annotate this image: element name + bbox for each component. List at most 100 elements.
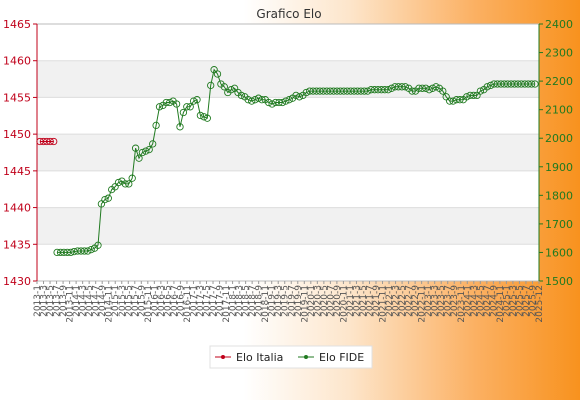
data-point-elo-fide [265, 98, 273, 107]
data-point-elo-fide [125, 180, 133, 188]
right-axis-tick-label: 1900 [545, 161, 573, 174]
right-axis-tick-label: 2000 [545, 132, 573, 145]
x-axis-tick-label: 2018-1 [229, 285, 239, 317]
x-axis-tick-label: 2013-11 [66, 285, 76, 323]
data-point-elo-fide [200, 113, 208, 121]
data-point-elo-fide [391, 83, 399, 91]
data-point-elo-fide [80, 247, 89, 255]
data-point-elo-fide [183, 103, 191, 111]
x-axis-tick-label: 2013-5 [46, 285, 56, 317]
x-axis-tick-label: 2022-3 [392, 285, 402, 317]
data-point-elo-fide [517, 80, 525, 88]
x-axis-tick-label: 2016-9 [176, 285, 186, 317]
data-point-elo-fide [360, 87, 368, 95]
data-point-elo-fide [285, 96, 293, 104]
x-axis-tick-label: 2015-7 [131, 285, 141, 317]
data-point-elo-fide [138, 148, 147, 157]
x-axis-tick-label: 2023-9 [450, 285, 460, 317]
data-point-elo-fide [364, 87, 372, 95]
x-axis-tick-label: 2020-7 [326, 285, 336, 317]
chart-title: Grafico Elo [256, 7, 321, 21]
x-axis-tick-label: 2022-5 [398, 285, 408, 317]
x-axis-tick-label: 2018-3 [235, 285, 245, 317]
left-axis-tick-label: 1465 [3, 18, 31, 31]
x-axis-tick-label: 2024-11 [496, 285, 506, 323]
data-point-elo-fide [63, 248, 71, 257]
data-point-elo-fide [319, 87, 327, 95]
x-axis-tick-label: 2019-11 [300, 285, 310, 323]
data-point-elo-fide [531, 80, 539, 88]
right-axis-tick-label: 1700 [545, 218, 573, 231]
x-axis-tick-label: 2024-5 [476, 285, 486, 317]
data-point-elo-fide [254, 94, 263, 102]
data-point-elo-fide [398, 83, 406, 91]
legend: Elo Italia Elo FIDE [209, 345, 373, 369]
x-axis-tick-label: 2019-7 [287, 285, 297, 317]
right-axis-tick-label: 1500 [545, 275, 573, 288]
left-axis: 1430 1435 1440 1445 1450 1455 1460 1465 [3, 18, 38, 288]
x-axis-tick-label: 2020-3 [313, 285, 323, 317]
data-point-elo-fide [196, 111, 205, 120]
data-point-elo-fide [258, 96, 266, 104]
data-point-elo-fide [466, 91, 474, 100]
x-axis-tick-label: 2015-3 [118, 285, 128, 317]
data-point-elo-fide [490, 80, 498, 88]
x-axis-tick-label: 2021-11 [379, 285, 389, 323]
left-axis-tick-label: 1460 [3, 55, 31, 68]
data-point-elo-fide [456, 96, 464, 104]
data-point-elo-fide [172, 100, 181, 108]
data-point-elo-fide [220, 83, 228, 91]
data-point-elo-fide [213, 70, 222, 78]
x-axis-tick-label: 2014-9 [98, 285, 108, 317]
data-point-elo-fide [166, 98, 174, 107]
x-axis-tick-label: 2013-9 [59, 285, 69, 317]
data-point-elo-fide [415, 84, 423, 92]
grid-bands [37, 60, 539, 245]
x-axis-tick-label: 2024-9 [489, 285, 499, 317]
x-axis-tick-label: 2022-9 [411, 285, 421, 317]
data-point-elo-fide [84, 247, 92, 255]
data-point-elo-fide [483, 83, 491, 91]
x-axis-tick-label: 2021-7 [365, 285, 375, 317]
data-point-elo-fide [367, 86, 375, 94]
data-point-elo-italia [43, 137, 51, 146]
data-point-elo-fide [189, 97, 198, 105]
data-point-elo-fide [514, 80, 522, 88]
data-point-elo-fide [104, 194, 112, 202]
x-axis-tick-label: 2018-9 [255, 285, 265, 317]
x-axis-tick-label: 2014-7 [92, 285, 102, 317]
data-point-elo-fide [145, 145, 153, 154]
data-point-elo-fide [244, 96, 252, 104]
x-axis-tick-label: 2024-3 [470, 285, 480, 317]
x-axis-tick-label: 2016-11 [183, 285, 193, 323]
x-axis-tick-label: 2018-5 [242, 285, 252, 317]
x-axis-tick-label: 2013-1 [33, 285, 43, 317]
data-point-elo-fide [203, 114, 211, 122]
x-axis-tick-label: 2024-1 [463, 285, 473, 317]
data-point-elo-fide [418, 84, 426, 92]
data-point-elo-fide [316, 87, 324, 95]
x-axis-tick-label: 2023-5 [437, 285, 447, 317]
right-axis-tick-label: 2200 [545, 75, 573, 88]
right-axis: 1500 1600 1700 1800 1900 2000 2100 2200 2300 2400 [538, 18, 573, 288]
x-axis-tick-label: 2021-1 [346, 285, 356, 317]
data-point-elo-fide [142, 147, 150, 155]
right-axis-tick-label: 2300 [545, 47, 573, 60]
data-point-elo-fide [162, 98, 170, 107]
data-point-elo-fide [493, 80, 502, 88]
x-axis: 2013-12013-32013-52013-72013-92013-11201… [33, 281, 545, 323]
x-axis-tick-label: 2017-7 [209, 285, 219, 317]
legend-label-elo-italia: Elo Italia [236, 351, 283, 364]
x-axis-tick-label: 2015-11 [144, 285, 154, 323]
x-axis-tick-label: 2018-11 [261, 285, 271, 323]
x-axis-tick-label: 2019-5 [281, 285, 291, 317]
data-point-elo-fide [268, 100, 276, 108]
x-axis-tick-label: 2016-7 [170, 285, 180, 317]
x-axis-tick-label: 2019-3 [274, 285, 284, 317]
x-axis-tick-label: 2024-7 [483, 285, 493, 317]
data-point-elo-fide [114, 178, 123, 187]
data-point-elo-fide [381, 86, 389, 94]
x-axis-tick-label: 2025-7 [522, 285, 532, 317]
